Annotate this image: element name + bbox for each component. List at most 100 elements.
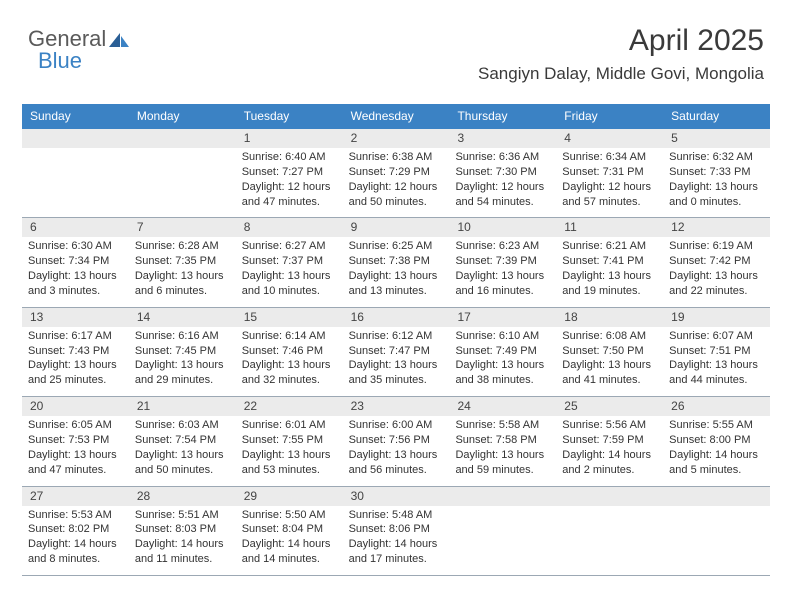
week-row: Sunrise: 6:17 AMSunset: 7:43 PMDaylight:… [22, 327, 770, 397]
sunrise-text: Sunrise: 6:30 AM [28, 239, 123, 254]
day-number: 7 [129, 218, 236, 237]
daylight-text: Daylight: 14 hours and 8 minutes. [28, 537, 123, 567]
daylight-text: Daylight: 13 hours and 16 minutes. [455, 269, 550, 299]
day-header-fri: Friday [556, 104, 663, 129]
day-header-sun: Sunday [22, 104, 129, 129]
week-row: Sunrise: 6:40 AMSunset: 7:27 PMDaylight:… [22, 148, 770, 218]
sunrise-text: Sunrise: 5:53 AM [28, 508, 123, 523]
day-cell: Sunrise: 6:00 AMSunset: 7:56 PMDaylight:… [343, 416, 450, 485]
sunrise-text: Sunrise: 5:58 AM [455, 418, 550, 433]
day-number-row: 20212223242526 [22, 397, 770, 416]
daylight-text: Daylight: 13 hours and 50 minutes. [135, 448, 230, 478]
sunrise-text: Sunrise: 6:38 AM [349, 150, 444, 165]
day-number: 29 [236, 487, 343, 506]
daylight-text: Daylight: 14 hours and 2 minutes. [562, 448, 657, 478]
day-cell: Sunrise: 6:10 AMSunset: 7:49 PMDaylight:… [449, 327, 556, 396]
day-cell: Sunrise: 6:17 AMSunset: 7:43 PMDaylight:… [22, 327, 129, 396]
day-cell: Sunrise: 6:03 AMSunset: 7:54 PMDaylight:… [129, 416, 236, 485]
sunset-text: Sunset: 7:29 PM [349, 165, 444, 180]
sunrise-text: Sunrise: 5:50 AM [242, 508, 337, 523]
day-cell: Sunrise: 5:55 AMSunset: 8:00 PMDaylight:… [663, 416, 770, 485]
day-number: 30 [343, 487, 450, 506]
day-number: 9 [343, 218, 450, 237]
week-row: Sunrise: 6:30 AMSunset: 7:34 PMDaylight:… [22, 237, 770, 307]
day-cell-body: Sunrise: 6:32 AMSunset: 7:33 PMDaylight:… [663, 148, 770, 217]
daylight-text: Daylight: 12 hours and 57 minutes. [562, 180, 657, 210]
day-number: 3 [449, 129, 556, 148]
day-cell: Sunrise: 6:40 AMSunset: 7:27 PMDaylight:… [236, 148, 343, 217]
day-cell-body: Sunrise: 6:21 AMSunset: 7:41 PMDaylight:… [556, 237, 663, 306]
day-cell-body [22, 148, 129, 217]
day-header-row: Sunday Monday Tuesday Wednesday Thursday… [22, 104, 770, 129]
sunset-text: Sunset: 7:37 PM [242, 254, 337, 269]
sunrise-text: Sunrise: 6:05 AM [28, 418, 123, 433]
sunset-text: Sunset: 7:56 PM [349, 433, 444, 448]
daylight-text: Daylight: 12 hours and 54 minutes. [455, 180, 550, 210]
day-cell-body [556, 506, 663, 575]
day-cell: Sunrise: 6:08 AMSunset: 7:50 PMDaylight:… [556, 327, 663, 396]
sunrise-text: Sunrise: 6:10 AM [455, 329, 550, 344]
sunrise-text: Sunrise: 6:00 AM [349, 418, 444, 433]
day-cell-body: Sunrise: 6:38 AMSunset: 7:29 PMDaylight:… [343, 148, 450, 217]
day-number-row: 13141516171819 [22, 308, 770, 327]
day-cell: Sunrise: 6:21 AMSunset: 7:41 PMDaylight:… [556, 237, 663, 306]
day-cell-body: Sunrise: 6:12 AMSunset: 7:47 PMDaylight:… [343, 327, 450, 396]
day-cell [556, 506, 663, 575]
sunrise-text: Sunrise: 6:03 AM [135, 418, 230, 433]
day-number: 20 [22, 397, 129, 416]
day-cell: Sunrise: 6:23 AMSunset: 7:39 PMDaylight:… [449, 237, 556, 306]
day-number: 13 [22, 308, 129, 327]
sunrise-text: Sunrise: 6:14 AM [242, 329, 337, 344]
day-header-thu: Thursday [449, 104, 556, 129]
sunset-text: Sunset: 7:49 PM [455, 344, 550, 359]
sunset-text: Sunset: 7:42 PM [669, 254, 764, 269]
calendar: Sunday Monday Tuesday Wednesday Thursday… [22, 104, 770, 576]
sunrise-text: Sunrise: 6:28 AM [135, 239, 230, 254]
day-number: 12 [663, 218, 770, 237]
day-header-wed: Wednesday [343, 104, 450, 129]
day-cell-body: Sunrise: 6:05 AMSunset: 7:53 PMDaylight:… [22, 416, 129, 485]
week-row: Sunrise: 5:53 AMSunset: 8:02 PMDaylight:… [22, 506, 770, 576]
sunset-text: Sunset: 7:53 PM [28, 433, 123, 448]
daylight-text: Daylight: 13 hours and 35 minutes. [349, 358, 444, 388]
day-number: 17 [449, 308, 556, 327]
day-number: 27 [22, 487, 129, 506]
day-number: 26 [663, 397, 770, 416]
day-number: 21 [129, 397, 236, 416]
day-cell-body: Sunrise: 6:10 AMSunset: 7:49 PMDaylight:… [449, 327, 556, 396]
daylight-text: Daylight: 13 hours and 0 minutes. [669, 180, 764, 210]
day-cell: Sunrise: 6:05 AMSunset: 7:53 PMDaylight:… [22, 416, 129, 485]
daylight-text: Daylight: 14 hours and 14 minutes. [242, 537, 337, 567]
day-cell-body: Sunrise: 6:36 AMSunset: 7:30 PMDaylight:… [449, 148, 556, 217]
sunset-text: Sunset: 7:58 PM [455, 433, 550, 448]
daylight-text: Daylight: 13 hours and 41 minutes. [562, 358, 657, 388]
day-cell [22, 148, 129, 217]
daylight-text: Daylight: 13 hours and 13 minutes. [349, 269, 444, 299]
day-number-row: 6789101112 [22, 218, 770, 237]
day-cell: Sunrise: 6:34 AMSunset: 7:31 PMDaylight:… [556, 148, 663, 217]
sunset-text: Sunset: 7:50 PM [562, 344, 657, 359]
day-number: 11 [556, 218, 663, 237]
daylight-text: Daylight: 14 hours and 5 minutes. [669, 448, 764, 478]
daylight-text: Daylight: 13 hours and 25 minutes. [28, 358, 123, 388]
day-number: 15 [236, 308, 343, 327]
sunset-text: Sunset: 7:35 PM [135, 254, 230, 269]
day-number [449, 487, 556, 506]
day-number: 6 [22, 218, 129, 237]
day-cell-body: Sunrise: 6:19 AMSunset: 7:42 PMDaylight:… [663, 237, 770, 306]
day-number: 4 [556, 129, 663, 148]
header-right: April 2025 Sangiyn Dalay, Middle Govi, M… [478, 24, 764, 84]
day-cell-body [449, 506, 556, 575]
sunrise-text: Sunrise: 6:32 AM [669, 150, 764, 165]
day-header-mon: Monday [129, 104, 236, 129]
week-row: Sunrise: 6:05 AMSunset: 7:53 PM Daylight:… [22, 416, 770, 486]
sunrise-text: Sunrise: 5:56 AM [562, 418, 657, 433]
day-cell-body: Sunrise: 6:28 AMSunset: 7:35 PMDaylight:… [129, 237, 236, 306]
day-cell-body: Sunrise: 5:50 AMSunset: 8:04 PMDaylight:… [236, 506, 343, 575]
sunset-text: Sunset: 8:02 PM [28, 522, 123, 537]
daylight-text: Daylight: 12 hours and 50 minutes. [349, 180, 444, 210]
sunset-text: Sunset: 8:03 PM [135, 522, 230, 537]
daylight-text: Daylight: 14 hours and 17 minutes. [349, 537, 444, 567]
day-number-row: 12345 [22, 129, 770, 148]
sunset-text: Sunset: 7:59 PM [562, 433, 657, 448]
